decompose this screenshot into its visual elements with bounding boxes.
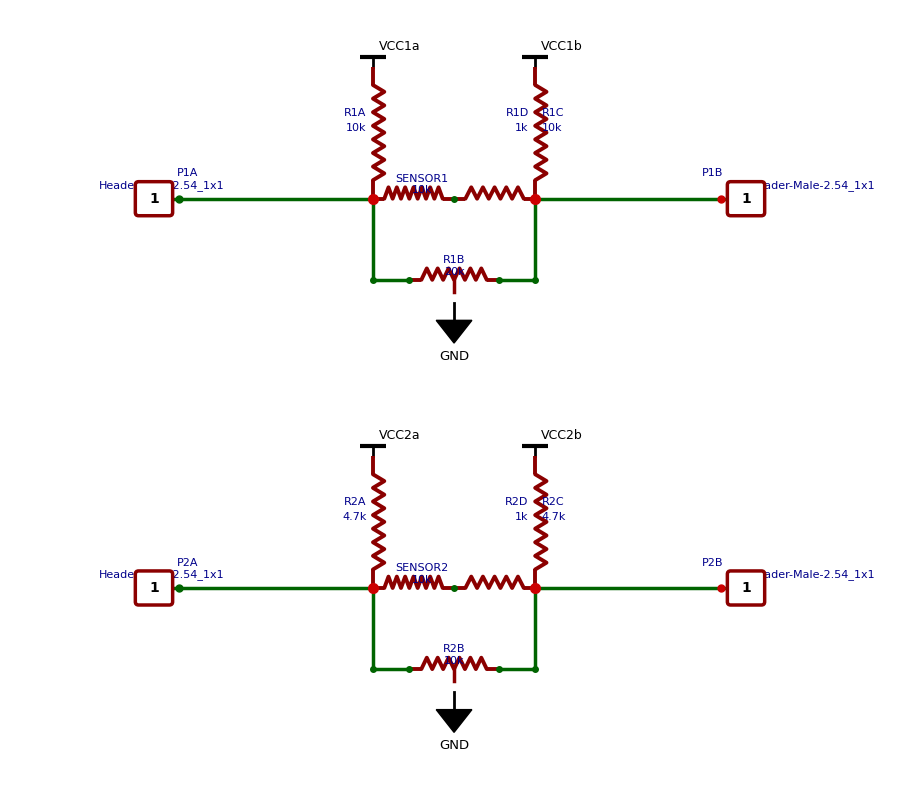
Text: R1D: R1D	[506, 108, 528, 118]
Text: VCC2a: VCC2a	[379, 429, 420, 442]
Text: R2B: R2B	[443, 645, 465, 654]
Text: Header-Male-2.54_1x1: Header-Male-2.54_1x1	[750, 569, 876, 580]
Polygon shape	[436, 710, 472, 732]
Text: GND: GND	[439, 350, 469, 363]
Text: R2C: R2C	[542, 497, 564, 508]
Text: 1: 1	[741, 191, 751, 206]
Text: VCC1a: VCC1a	[379, 40, 420, 53]
Text: P1B: P1B	[702, 169, 724, 178]
Text: R2A: R2A	[344, 497, 366, 508]
Text: R1B: R1B	[443, 255, 465, 265]
Text: 4.7k: 4.7k	[342, 512, 366, 522]
Text: 1: 1	[741, 581, 751, 595]
Text: 10k: 10k	[444, 656, 464, 666]
FancyBboxPatch shape	[135, 182, 173, 216]
Text: 10k: 10k	[542, 122, 562, 132]
Text: P2B: P2B	[702, 558, 724, 568]
Text: 4.7k: 4.7k	[542, 512, 566, 522]
Text: VCC2b: VCC2b	[541, 429, 582, 442]
Text: VCC1b: VCC1b	[541, 40, 582, 53]
Text: R1C: R1C	[542, 108, 564, 118]
Text: GND: GND	[439, 739, 469, 752]
Text: 1k: 1k	[515, 512, 528, 522]
FancyBboxPatch shape	[727, 182, 765, 216]
FancyBboxPatch shape	[135, 571, 173, 605]
Text: Header-Male-2.54_1x1: Header-Male-2.54_1x1	[750, 180, 876, 191]
Text: SENSOR1: SENSOR1	[395, 174, 448, 184]
Text: Header-Male-2.54_1x1: Header-Male-2.54_1x1	[99, 569, 224, 580]
Text: Header-Male-2.54_1x1: Header-Male-2.54_1x1	[99, 180, 224, 191]
Text: P1A: P1A	[176, 169, 198, 178]
Text: SENSOR2: SENSOR2	[395, 564, 448, 573]
Text: 10k: 10k	[411, 186, 432, 195]
Text: P2A: P2A	[176, 558, 198, 568]
Text: 1: 1	[149, 191, 159, 206]
Text: R1A: R1A	[344, 108, 366, 118]
Text: 10k: 10k	[346, 122, 366, 132]
Polygon shape	[436, 320, 472, 343]
FancyBboxPatch shape	[727, 571, 765, 605]
Text: 1k: 1k	[515, 122, 528, 132]
Text: 20k: 20k	[444, 267, 464, 277]
Text: R2D: R2D	[505, 497, 528, 508]
Text: 10k: 10k	[411, 575, 432, 585]
Text: 1: 1	[149, 581, 159, 595]
